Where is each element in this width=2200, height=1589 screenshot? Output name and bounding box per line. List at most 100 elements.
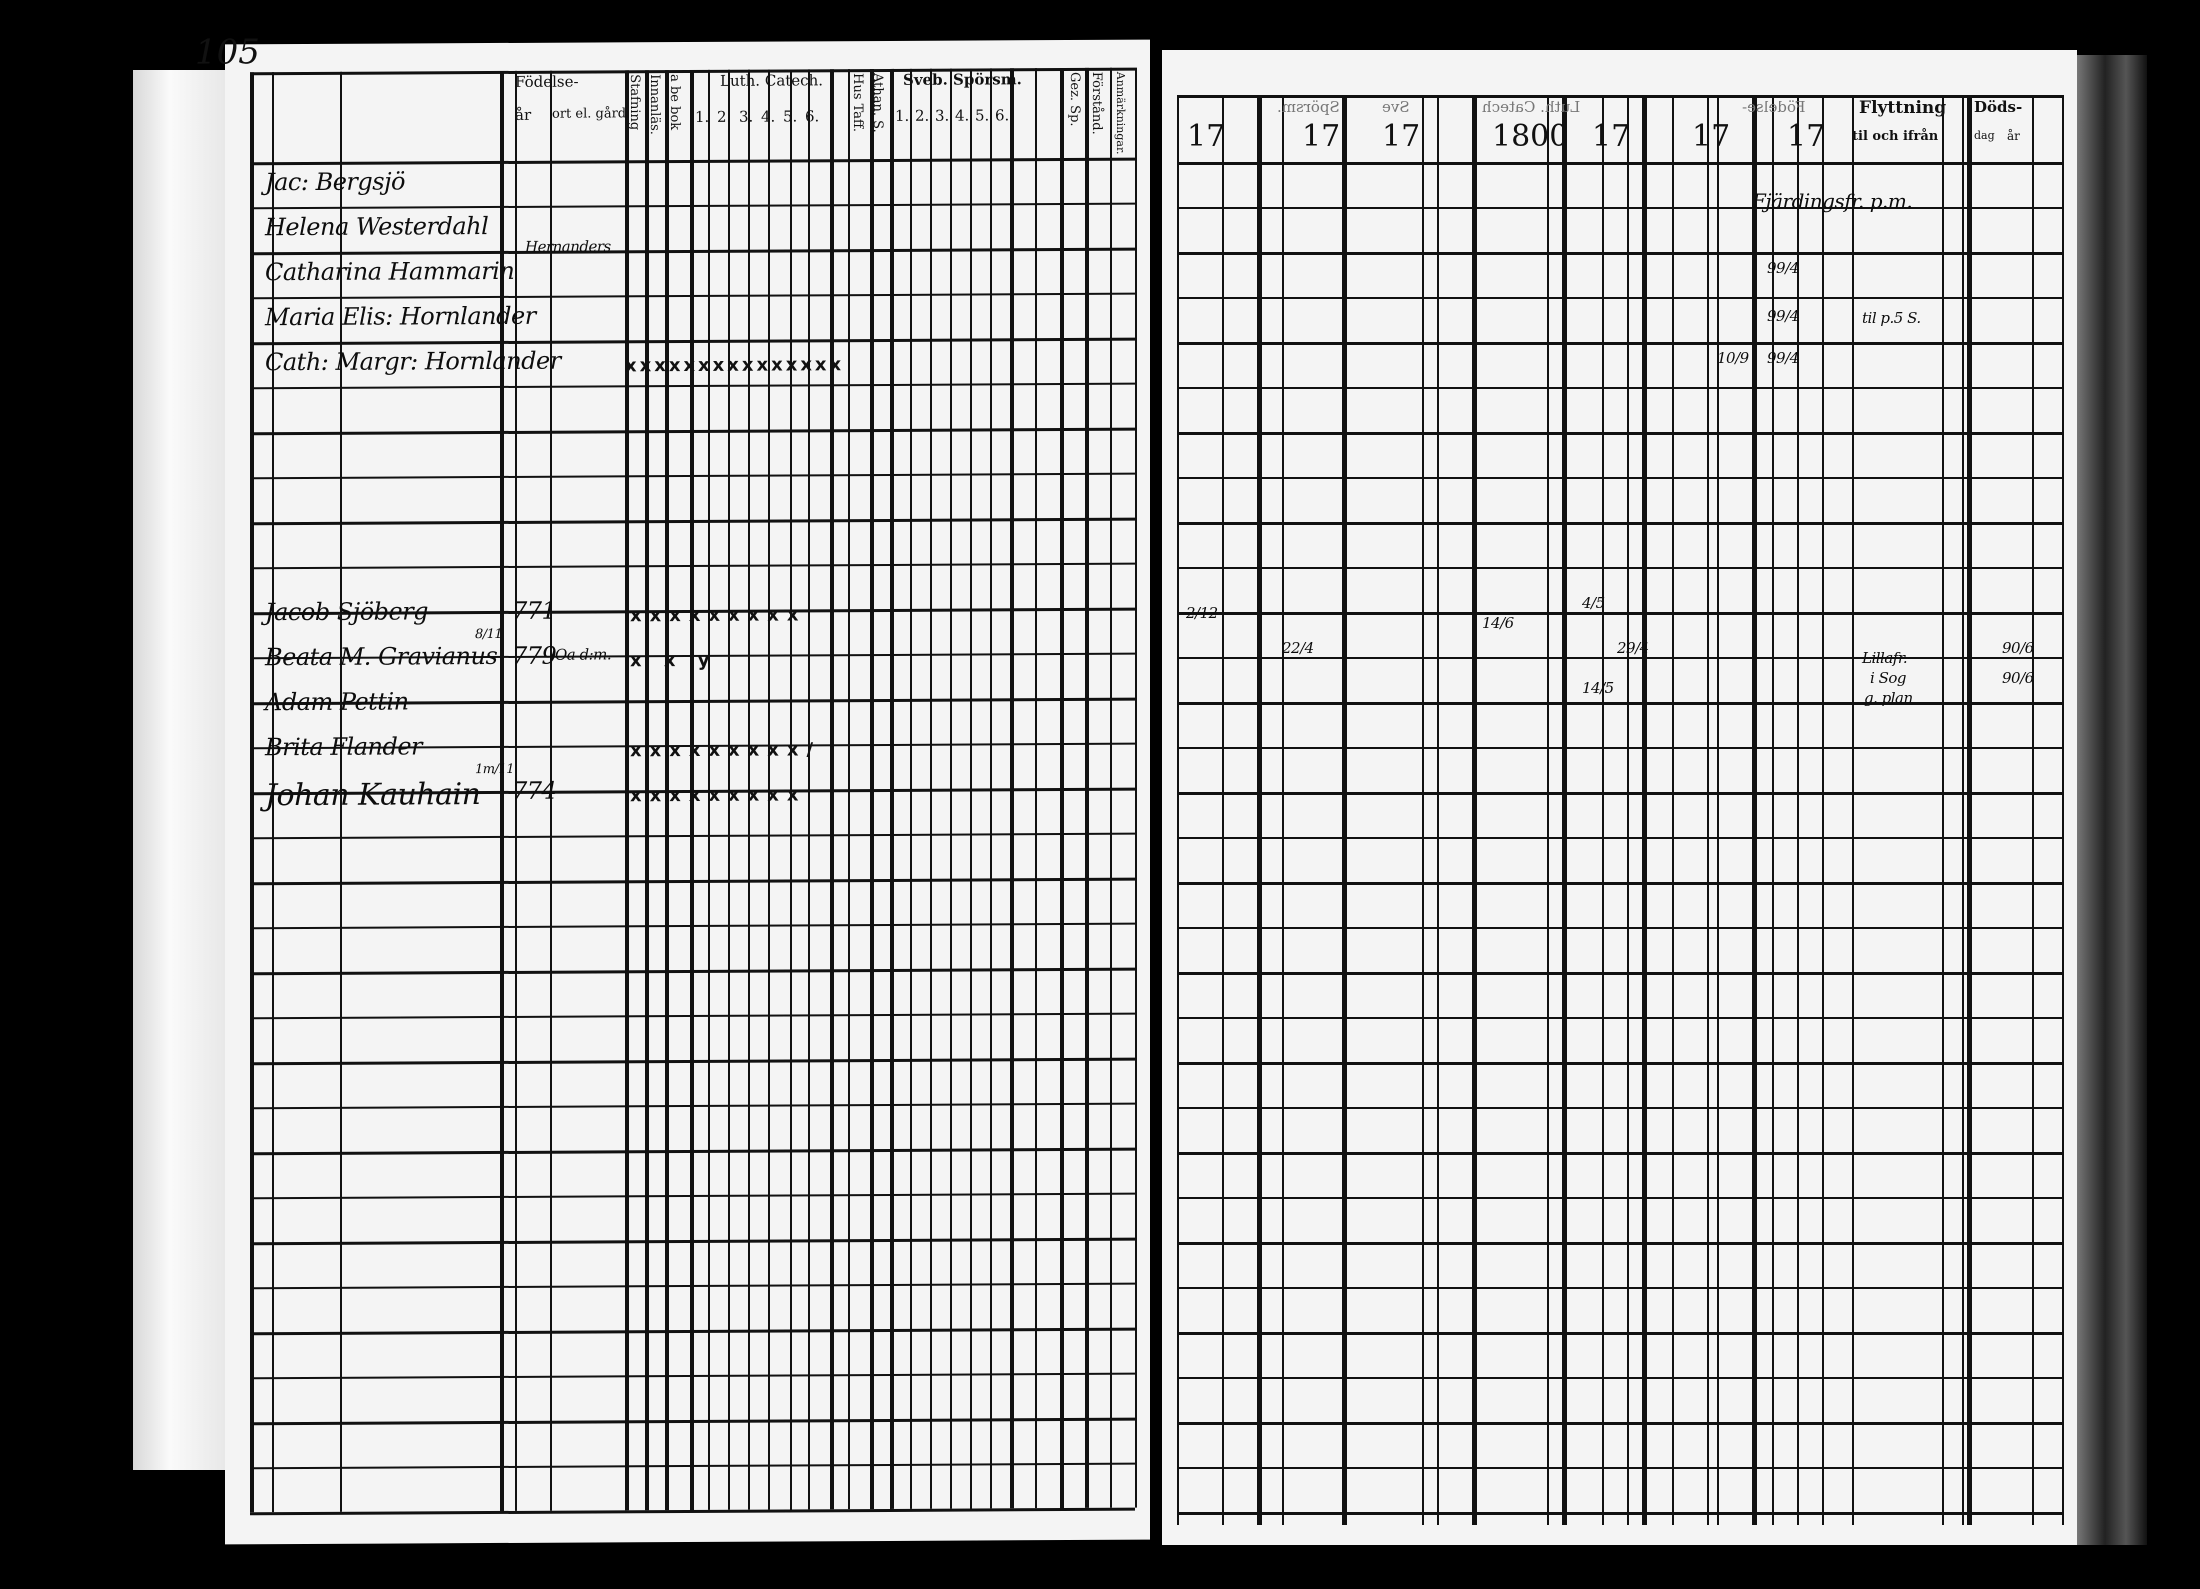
- grid-row-line: [1177, 297, 2062, 299]
- header-forstand: Förstånd.: [1089, 71, 1104, 135]
- grid-row-line: [1177, 837, 2062, 839]
- header-luth-bleed: Luth. Catech: [1482, 98, 1581, 116]
- person-name: Helena Westerdahl: [265, 212, 489, 242]
- header-anmarkningar: Anmärkningar.: [1114, 71, 1127, 155]
- grid-column-line: [1822, 95, 1824, 1525]
- grid-row-line: [1177, 1422, 2062, 1425]
- header-sporsm-bleed: Spörsm.: [1277, 98, 1340, 116]
- annotation-moved: i Sog: [1870, 669, 1906, 687]
- grid-row-line: [1177, 432, 2062, 435]
- grid-column-line: [1967, 95, 1972, 1525]
- annotation-date: 99/4: [1767, 259, 1799, 277]
- grid-column-line: [1547, 95, 1549, 1525]
- header-abebok: a be bok: [667, 74, 682, 131]
- year-header: 17: [1692, 119, 1731, 154]
- header-hus-taff: Hus Taff.: [850, 73, 865, 132]
- examination-marks: xxxxxxxxx/: [630, 739, 822, 762]
- annotation-date: 90/6: [2002, 639, 2034, 657]
- left-page: 105 Födelse- år ort el. gård. Stafning I…: [195, 32, 1150, 1545]
- grid-row-line: [1177, 387, 2062, 389]
- year-header: 17: [1187, 119, 1226, 154]
- book-edge: [2077, 55, 2147, 1545]
- grid-column-line: [1717, 95, 1719, 1525]
- annotation-date: 4/5: [1582, 594, 1605, 612]
- annotation-date: 14/5: [1582, 679, 1614, 697]
- year-header: 17: [1787, 119, 1826, 154]
- sveb-sporsm-number: 2.: [915, 106, 930, 125]
- header-til-och-ifran: til och ifrån: [1852, 129, 1939, 144]
- header-gez-sp: Gez. Sp.: [1067, 71, 1082, 127]
- grid-row-line: [1177, 927, 2062, 929]
- header-dods: Döds-: [1974, 98, 2023, 116]
- right-page: 17 17 17 1800 17 17 17 Spörsm. Sve Luth. Catec…: [1162, 50, 2077, 1545]
- grid-row-line: [1177, 1017, 2062, 1019]
- annotation-date: 2/12: [1186, 604, 1218, 622]
- grid-column-line: [2032, 95, 2034, 1525]
- grid-row-line: [1177, 1107, 2062, 1109]
- birth-year: 771: [512, 596, 557, 625]
- grid-column-line: [1472, 95, 1477, 1525]
- annotation-moved: Lillafr.: [1862, 649, 1908, 667]
- grid-header-line: [1177, 95, 2062, 98]
- person-name: Jac: Bergsjö: [265, 167, 405, 197]
- grid-column-line: [1562, 95, 1567, 1525]
- birth-date: 8/11: [475, 626, 503, 643]
- header-fodelse: Födelse-: [515, 72, 579, 91]
- grid-column-line: [1672, 95, 1674, 1525]
- person-name: Brita Flander: [265, 732, 422, 762]
- left-register-grid: [225, 40, 1150, 1516]
- grid-row-line: [1177, 342, 2062, 345]
- grid-column-line: [1642, 95, 1647, 1525]
- grid-row-line: [1177, 477, 2062, 479]
- annotation-date: 29/4: [1617, 639, 1649, 657]
- annotation-date: 99/4: [1767, 307, 1799, 325]
- grid-row-line: [1177, 1332, 2062, 1335]
- person-name: Catharina Hammarin: [265, 256, 515, 287]
- sveb-sporsm-number: 4.: [955, 106, 970, 125]
- grid-row-line: [1177, 1467, 2062, 1469]
- birth-year: 774: [512, 776, 557, 805]
- grid-row-line: [1177, 1287, 2062, 1289]
- birth-date: 1m/11: [475, 761, 515, 778]
- grid-row-line: [1177, 1062, 2062, 1065]
- year-header: 1800: [1492, 119, 1569, 154]
- grid-column-line: [1942, 95, 1944, 1525]
- header-ort: ort el. gård.: [552, 106, 631, 122]
- year-header: 17: [1592, 119, 1631, 154]
- grid-column-line: [2062, 95, 2064, 1525]
- luth-catech-number: 4.: [761, 107, 776, 126]
- grid-row-line: [1177, 1377, 2062, 1379]
- grid-row-line: [1177, 522, 2062, 525]
- grid-column-line: [1222, 95, 1224, 1525]
- annotation-date: 90/6: [2002, 669, 2034, 687]
- grid-column-line: [1177, 95, 1179, 1525]
- annotation-moved: til p.5 S.: [1862, 309, 1921, 327]
- annotation-date: 99/4: [1767, 349, 1799, 367]
- annotation-date: 14/6: [1482, 614, 1514, 632]
- examination-marks: xxxxxxxxx: [630, 604, 807, 627]
- grid-row-line: [1177, 1152, 2062, 1155]
- grid-column-line: [1772, 95, 1774, 1525]
- grid-column-line: [1962, 95, 1964, 1525]
- grid-column-line: [1257, 95, 1262, 1525]
- header-innanlas: Innanläs.: [647, 74, 662, 135]
- annotation-moved: Fjärdingsfr. p.m.: [1752, 189, 1913, 213]
- header-stafning: Stafning: [627, 74, 642, 131]
- grid-row-line: [1177, 972, 2062, 975]
- header-dods-ar: år: [2007, 129, 2020, 143]
- grid-column-line: [1707, 95, 1709, 1525]
- year-header: 17: [1382, 119, 1421, 154]
- header-athan: Athan. S.: [870, 72, 885, 133]
- header-luth-catech: Luth. Catech.: [720, 71, 824, 90]
- sveb-sporsm-number: 5.: [975, 106, 990, 125]
- grid-row-line: [1177, 882, 2062, 885]
- grid-row-line: [1177, 792, 2062, 795]
- sveb-sporsm-number: 6.: [995, 106, 1010, 125]
- header-sveb-sporsm: Sveb. Spörsm.: [903, 70, 1022, 89]
- person-name-note: Hernanders: [525, 237, 611, 256]
- grid-row-line: [1177, 162, 2062, 165]
- person-name: Jacob Sjöberg: [265, 597, 429, 627]
- binding-edge: [133, 70, 225, 1470]
- sveb-sporsm-number: 3.: [935, 106, 950, 125]
- grid-row-line: [1177, 1197, 2062, 1199]
